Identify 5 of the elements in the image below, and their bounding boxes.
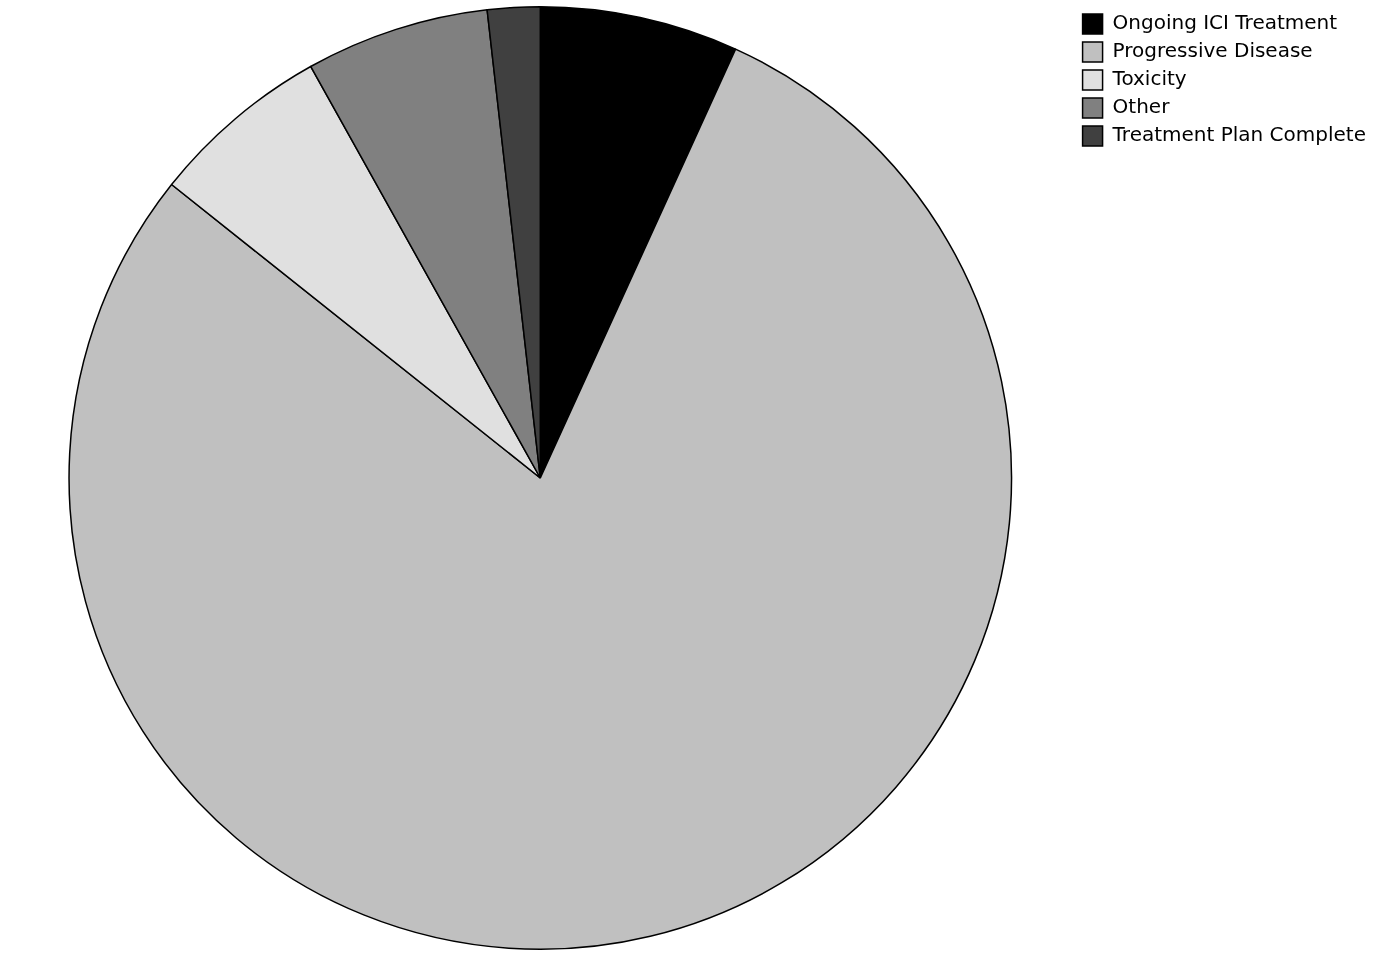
legend-label: Treatment Plan Complete <box>1111 122 1366 147</box>
legend-label: Progressive Disease <box>1112 38 1313 63</box>
legend-label: Other <box>1112 94 1171 119</box>
legend-label: Toxicity <box>1111 66 1187 91</box>
legend-label: Ongoing ICI Treatment <box>1112 10 1338 35</box>
